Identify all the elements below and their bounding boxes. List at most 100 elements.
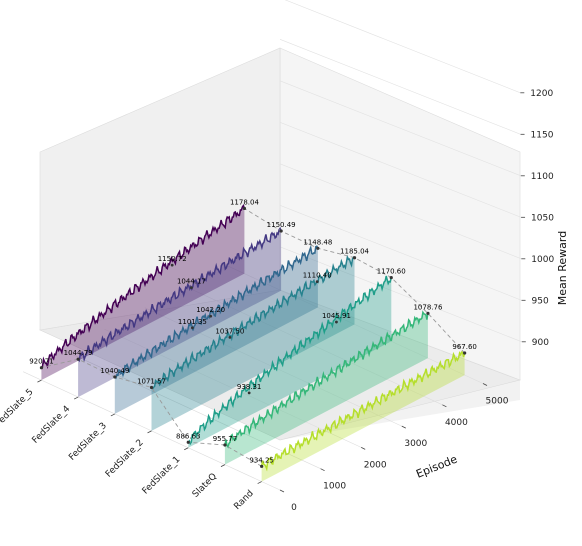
x-tick-label: 5000 (486, 397, 509, 407)
start-point (223, 443, 227, 447)
end-label: 1178.04 (230, 198, 259, 206)
x-axis-title: Episode (414, 452, 459, 480)
extra-label: 1037.50 (215, 327, 244, 335)
category-tick-label: FedSlate_3 (67, 421, 109, 463)
start-label: 955.77 (213, 435, 238, 443)
x-tick-mark (482, 383, 488, 386)
z-grid-line (279, 205, 522, 301)
end-label: 1148.48 (303, 238, 332, 246)
start-point (149, 385, 154, 390)
category-tick-label: FedSlate_5 (0, 387, 36, 429)
start-point (113, 375, 117, 379)
z-grid-line (279, 80, 521, 177)
category-tick-label: SlateQ (191, 472, 219, 500)
extra-point (190, 286, 193, 290)
start-point (186, 440, 190, 444)
start-label: 1044.79 (64, 349, 93, 357)
end-label: 1150.49 (267, 221, 296, 229)
series-line-fedslate_4 (77, 226, 282, 363)
start-label: 920.71 (29, 358, 54, 366)
category-tick-label: FedSlate_2 (104, 438, 146, 480)
z-grid-line (279, 39, 521, 135)
extra-point (335, 320, 338, 324)
x-tick-label: 3000 (404, 439, 427, 449)
extra-label: 1150.72 (158, 255, 187, 263)
x-tick-mark (279, 489, 285, 493)
start-point (76, 357, 80, 361)
start-label: 886.63 (176, 432, 201, 440)
end-label: 1185.04 (340, 248, 369, 256)
extra-point (209, 314, 213, 318)
category-tick-mark (147, 430, 152, 434)
end-label: 967.60 (452, 343, 477, 351)
series-fill-fedslate_3 (114, 246, 318, 414)
start-point (39, 366, 44, 370)
z-tick-label: 1050 (531, 213, 554, 223)
series-layer (40, 204, 466, 482)
series-line-fedslate_1 (187, 275, 393, 446)
x-tick-mark (361, 447, 366, 450)
series-line-fedslate_3 (114, 244, 319, 380)
extra-label: 938.31 (237, 383, 262, 391)
x-tick-label: 2000 (364, 460, 387, 470)
series-line-slateq (224, 310, 429, 449)
z-tick-label: 900 (532, 338, 549, 348)
extra-label: 1045.91 (322, 312, 351, 320)
series-fill-fedslate_1 (188, 276, 392, 448)
end-point (389, 275, 393, 280)
z-grid-line (279, 122, 522, 218)
end-point (242, 206, 247, 211)
start-label: 1040.49 (100, 367, 129, 375)
extra-point (170, 263, 174, 267)
z-tick-label: 1200 (530, 89, 553, 99)
category-tick-label: FedSlate_4 (31, 404, 73, 446)
category-tick-mark (37, 379, 42, 383)
extra-point (315, 280, 319, 283)
end-point (426, 311, 430, 315)
annotations: 920.71 1178.04 1044.79 1150.49 1040.49 1148.4… (29, 198, 477, 468)
x-tick-label: 0 (291, 503, 297, 513)
z-tick-label: 950 (532, 296, 549, 306)
x-tick-mark (401, 425, 406, 429)
category-tick-label: Rand (232, 489, 255, 512)
x-tick-mark (442, 404, 447, 408)
series-line-fedslate_2 (150, 254, 355, 391)
category-tick-mark (257, 481, 262, 484)
extra-point (228, 335, 232, 339)
end-point (279, 229, 283, 233)
end-point (463, 351, 467, 355)
category-tick-mark (110, 413, 116, 417)
series-fill-fedslate_2 (151, 257, 355, 431)
x-tick-mark (320, 468, 325, 472)
extra-label: 1101.35 (178, 318, 207, 326)
category-tick-mark (220, 464, 226, 468)
category-tick-label: FedSlate_1 (141, 455, 183, 497)
series-line-rand (260, 350, 466, 472)
z-tick-label: 1100 (531, 172, 554, 182)
extra-label: 1042.20 (196, 306, 225, 314)
end-label: 1170.60 (377, 268, 406, 276)
start-label: 934.25 (249, 456, 274, 464)
category-tick-mark (184, 447, 189, 451)
z-axis-title: Mean Reward (556, 231, 569, 305)
z-grid-line (279, 246, 522, 343)
extra-label: 1110.40 (303, 272, 332, 280)
series-fill-fedslate_5 (41, 205, 245, 381)
end-point (352, 256, 357, 260)
end-point (316, 246, 320, 250)
extra-point (247, 391, 251, 395)
start-point (260, 464, 264, 468)
x-grid-line (63, 350, 321, 469)
x-tick-label: 4000 (445, 418, 468, 428)
extra-point (190, 326, 194, 330)
x-tick-label: 1000 (323, 482, 346, 492)
category-tick-mark (73, 396, 79, 400)
series-fill-slateq (224, 312, 428, 465)
z-grid-line (279, 163, 522, 260)
series-fill-fedslate_4 (78, 228, 282, 398)
series-line-fedslate_5 (40, 204, 246, 370)
z-tick-label: 1150 (531, 130, 554, 140)
z-grid-line (284, 0, 521, 94)
z-tick-label: 1000 (531, 255, 554, 265)
